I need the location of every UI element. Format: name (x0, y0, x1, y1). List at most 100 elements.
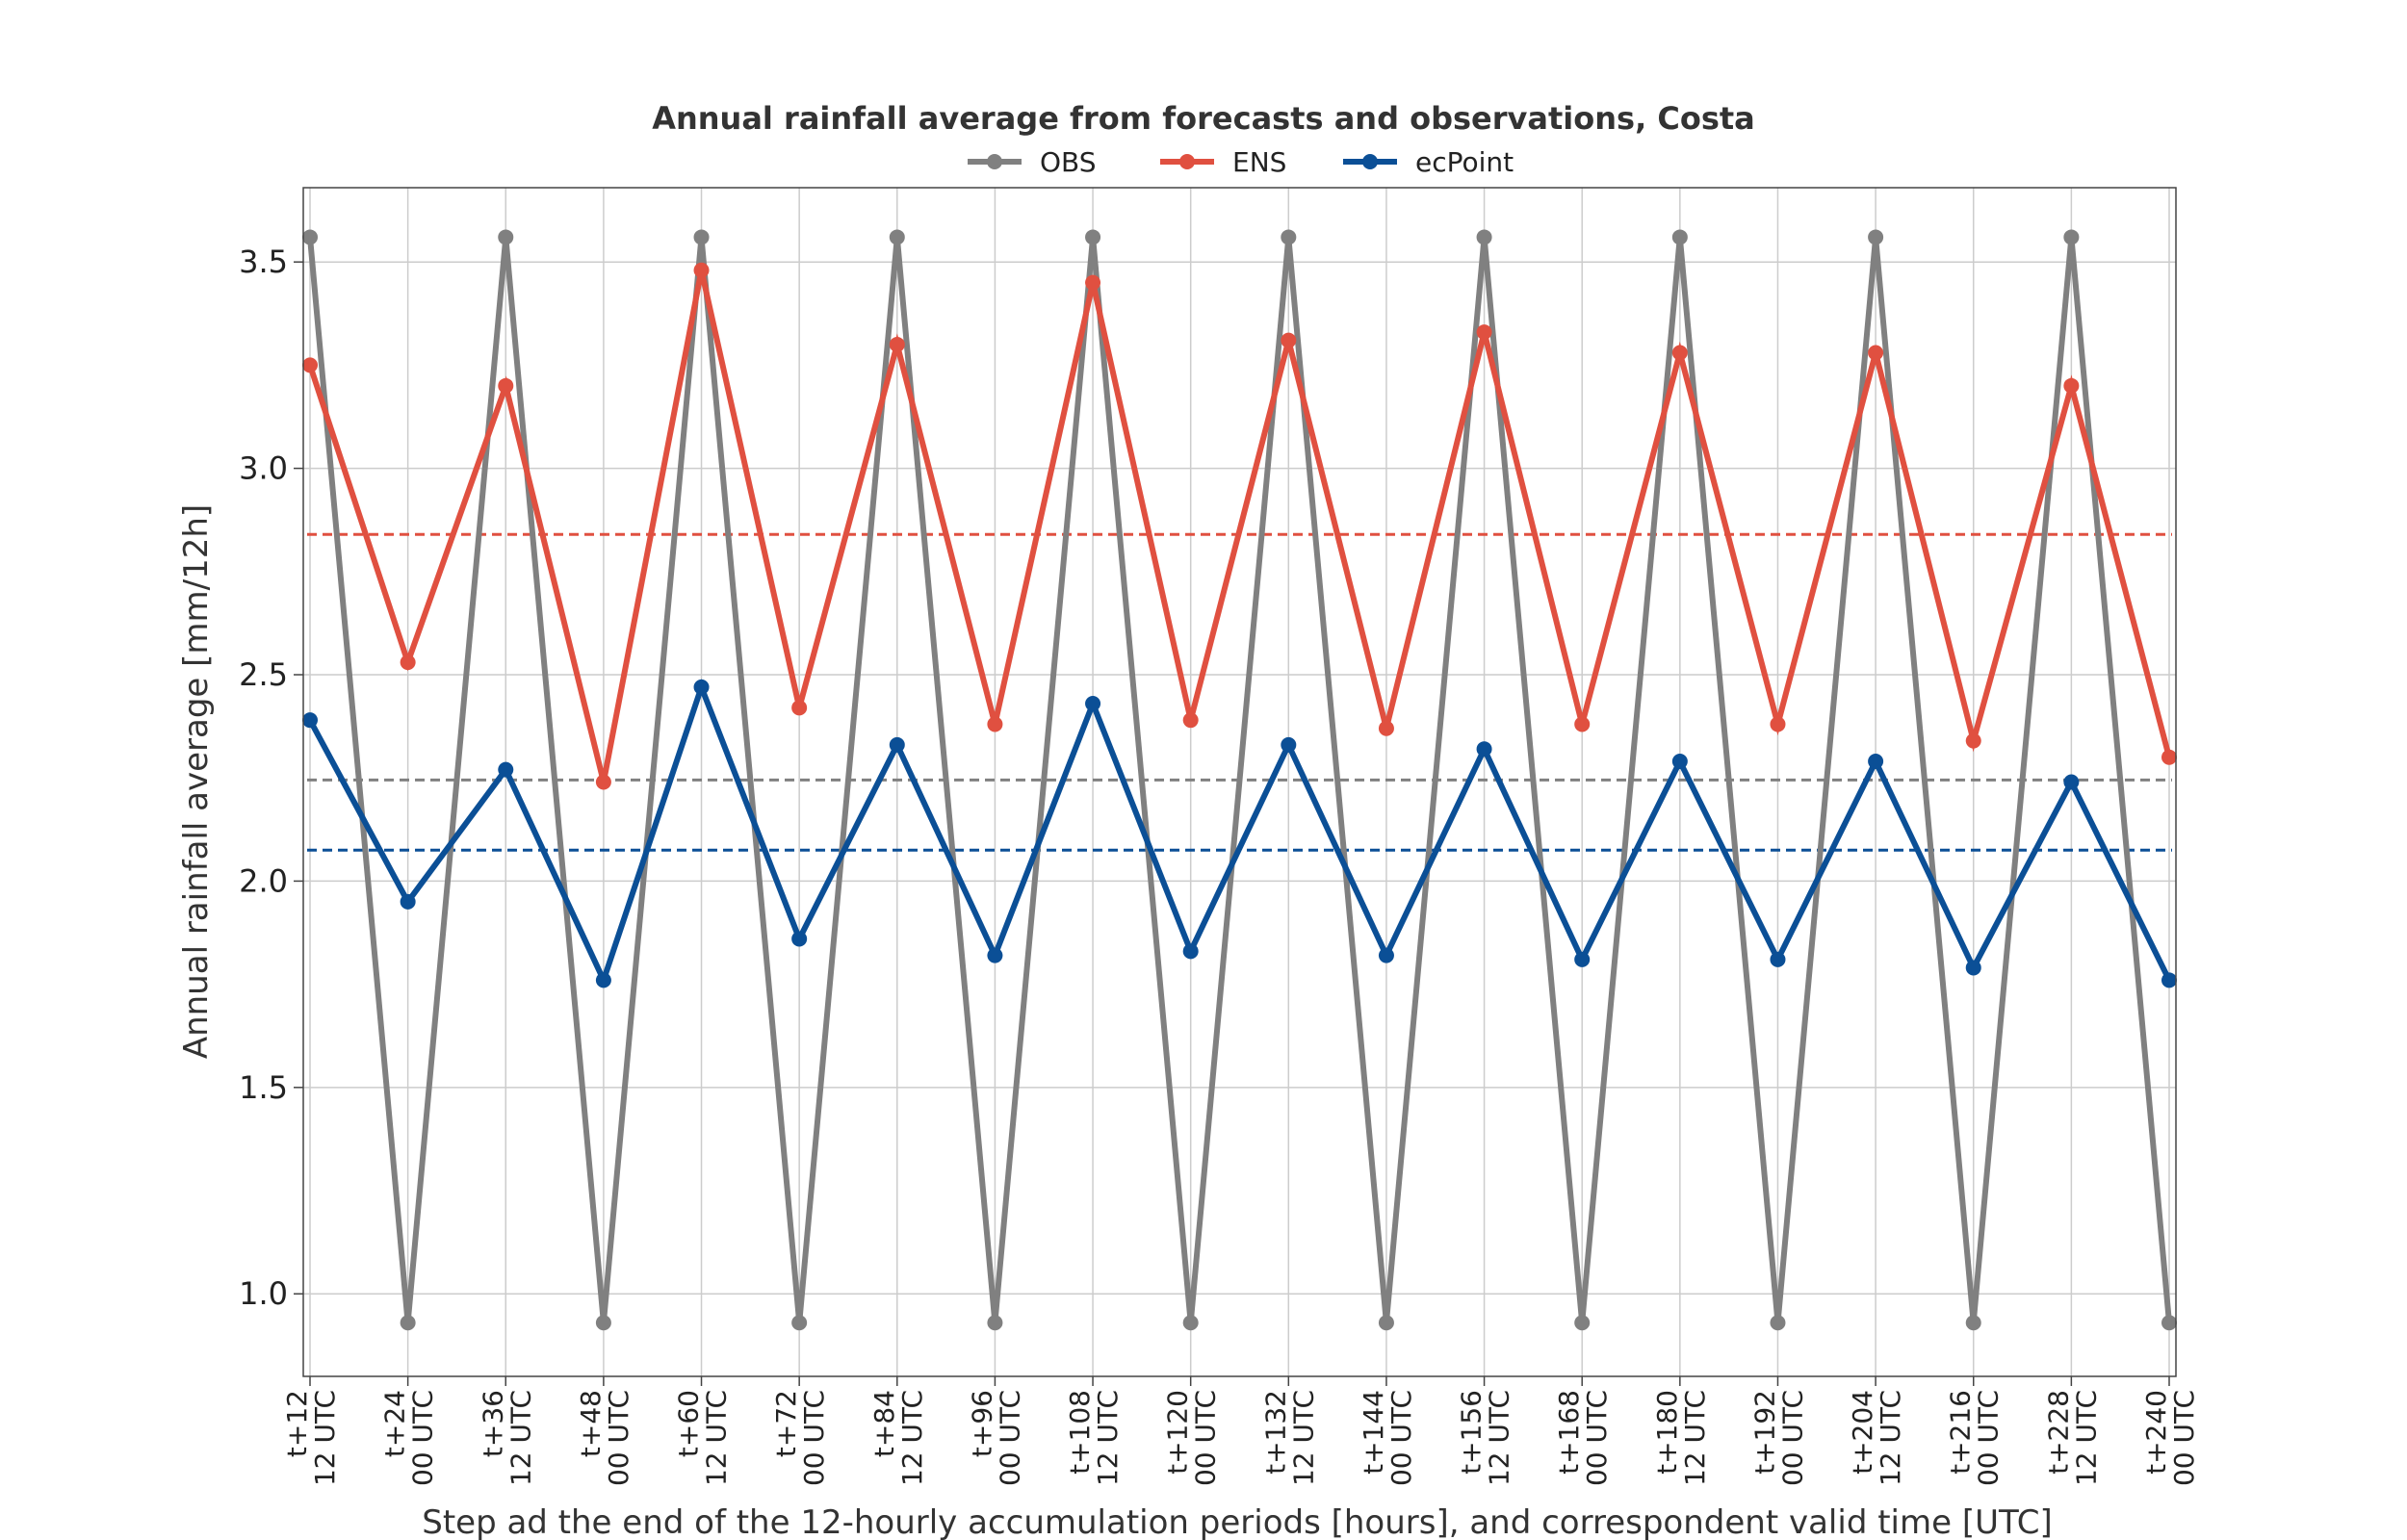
ecpoint-point (693, 679, 710, 695)
ens-point (2161, 749, 2177, 765)
obs-point (1574, 1315, 1591, 1331)
y-tick-label: 2.0 (239, 862, 288, 899)
chart-title: Annual rainfall average from forecasts a… (652, 100, 1755, 137)
obs-point (1868, 229, 1884, 245)
x-tick-time-label: 00 UTC (1581, 1390, 1613, 1486)
ens-point (791, 700, 808, 716)
x-tick-step-label: t+60 (673, 1390, 705, 1457)
x-tick-time-label: 00 UTC (798, 1390, 830, 1486)
ens-point (595, 774, 611, 790)
ens-point (1671, 345, 1688, 361)
y-tick-label: 3.0 (239, 450, 288, 487)
ecpoint-point (1868, 754, 1884, 770)
ecpoint-point (1671, 754, 1688, 770)
ens-point (987, 716, 1003, 732)
x-tick-step-label: t+96 (966, 1390, 997, 1457)
obs-point (693, 229, 710, 245)
legend-swatch-marker (987, 154, 1002, 169)
ecpoint-point (2161, 972, 2177, 988)
obs-point (595, 1315, 611, 1331)
legend-entry-ecpoint: ecPoint (1343, 146, 1514, 178)
x-tick-time-label: 12 UTC (1484, 1390, 1515, 1486)
ens-point (693, 262, 710, 278)
x-tick-time-label: 00 UTC (994, 1390, 1025, 1486)
x-tick-time-label: 00 UTC (1190, 1390, 1222, 1486)
x-tick-step-label: t+228 (2042, 1390, 2074, 1475)
x-tick-step-label: t+216 (1945, 1390, 1977, 1475)
legend-swatch-marker (1362, 154, 1378, 169)
ens-point (1378, 720, 1394, 736)
obs-point (498, 229, 514, 245)
obs-point (2161, 1315, 2177, 1331)
ens-point (2063, 377, 2080, 394)
ecpoint-point (791, 931, 808, 947)
x-tick-time-label: 12 UTC (2070, 1390, 2102, 1486)
ecpoint-point (987, 947, 1003, 963)
legend-swatch-marker (1179, 154, 1195, 169)
ens-point (498, 377, 514, 394)
legend-entry-ens: ENS (1160, 146, 1286, 178)
y-tick-label: 1.5 (239, 1069, 288, 1106)
ens-point (1965, 732, 1981, 749)
x-axis-label: Step ad the end of the 12-hourly accumul… (422, 1503, 2053, 1540)
x-tick-step-label: t+84 (868, 1390, 900, 1457)
y-axis-label: Annual rainfall average [mm/12h] (177, 504, 216, 1059)
x-tick-time-label: 00 UTC (603, 1390, 634, 1486)
legend-label: OBS (1040, 146, 1097, 178)
x-tick-time-label: 12 UTC (505, 1390, 536, 1486)
x-tick-step-label: t+168 (1553, 1390, 1585, 1475)
x-tick-time-label: 00 UTC (407, 1390, 439, 1486)
x-tick-time-label: 12 UTC (309, 1390, 341, 1486)
x-tick-step-label: t+48 (575, 1390, 607, 1457)
ecpoint-point (889, 736, 905, 753)
ens-line (307, 270, 2172, 783)
obs-point (400, 1315, 416, 1331)
y-axis-ticks: 1.0 1.5 2.0 2.5 3.0 3.5 (239, 244, 303, 1312)
ens-point (1281, 332, 1297, 348)
x-tick-step-label: t+72 (770, 1390, 802, 1457)
obs-point (1281, 229, 1297, 245)
legend-label: ENS (1232, 146, 1286, 178)
x-tick-step-label: t+192 (1748, 1390, 1780, 1475)
obs-point (791, 1315, 808, 1331)
ecpoint-point (302, 712, 318, 729)
y-tick-label: 1.0 (239, 1275, 288, 1312)
chart-legend: OBS ENS ecPoint (968, 146, 1514, 178)
ecpoint-point (1281, 736, 1297, 753)
x-tick-time-label: 12 UTC (1679, 1390, 1711, 1486)
ecpoint-point (400, 893, 416, 910)
y-tick-label: 3.5 (239, 244, 288, 280)
obs-point (1476, 229, 1492, 245)
x-tick-step-label: t+12 (281, 1390, 313, 1457)
x-tick-time-label: 12 UTC (1092, 1390, 1124, 1486)
ens-point (302, 357, 318, 373)
legend-entry-obs: OBS (968, 146, 1097, 178)
y-tick-label: 2.5 (239, 656, 288, 693)
obs-point (2063, 229, 2080, 245)
x-tick-time-label: 12 UTC (896, 1390, 928, 1486)
ecpoint-point (498, 761, 514, 778)
ecpoint-point (1770, 951, 1786, 967)
obs-point (1671, 229, 1688, 245)
obs-point (987, 1315, 1003, 1331)
x-tick-step-label: t+120 (1162, 1390, 1194, 1475)
ecpoint-point (1965, 960, 1981, 976)
ens-point (1085, 274, 1101, 291)
ecpoint-point (1476, 741, 1492, 757)
ens-series (302, 262, 2177, 790)
obs-point (889, 229, 905, 245)
plot-frame (302, 187, 2177, 1377)
x-tick-time-label: 00 UTC (1776, 1390, 1808, 1486)
obs-point (1770, 1315, 1786, 1331)
ens-point (400, 654, 416, 671)
ens-point (1476, 324, 1492, 341)
obs-point (1085, 229, 1101, 245)
ecpoint-series (302, 679, 2177, 988)
x-tick-time-label: 00 UTC (1385, 1390, 1417, 1486)
x-tick-time-label: 00 UTC (2168, 1390, 2200, 1486)
x-tick-step-label: t+36 (477, 1390, 508, 1457)
ens-point (889, 336, 905, 352)
x-tick-time-label: 12 UTC (701, 1390, 733, 1486)
